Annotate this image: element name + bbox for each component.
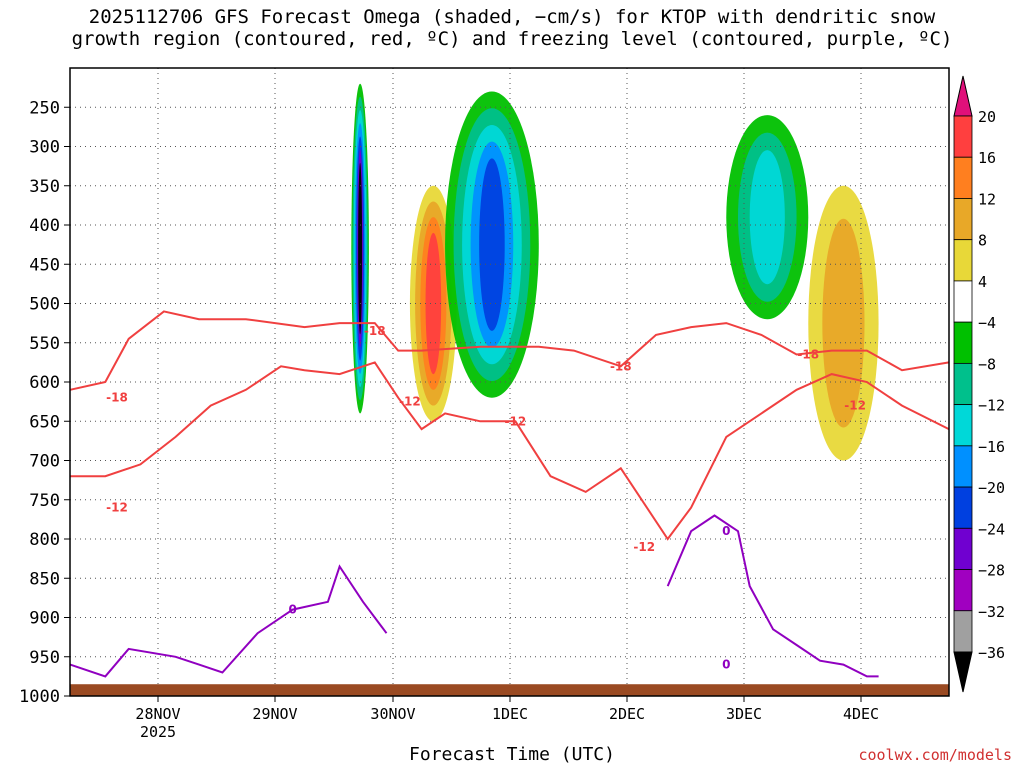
x-tick-label: 1DEC — [492, 705, 528, 723]
chart-title: 2025112706 GFS Forecast Omega (shaded, −… — [71, 6, 953, 50]
shading-layer — [425, 232, 442, 375]
y-tick-label: 450 — [29, 255, 60, 275]
y-tick-label: 550 — [29, 334, 60, 354]
shading-layer — [749, 150, 785, 285]
colorbar-segment — [953, 362, 973, 406]
y-tick-label: 850 — [29, 569, 60, 589]
colorbar-label: −12 — [978, 397, 1005, 415]
x-axis-label: Forecast Time (UTC) — [409, 744, 615, 765]
colorbar-top-arrow — [953, 75, 973, 117]
y-tick-label: 350 — [29, 177, 60, 197]
contour-label: -18 — [610, 359, 632, 373]
colorbar-segment — [953, 156, 973, 199]
y-tick-label: 500 — [29, 295, 60, 315]
contour-label: 0 — [289, 603, 297, 617]
colorbar-segment — [953, 404, 973, 447]
shading-upward-1dec — [445, 91, 539, 398]
colorbar-label: −36 — [978, 644, 1005, 662]
colorbar-label: 12 — [978, 190, 996, 208]
contour-label: 0 — [722, 524, 730, 538]
colorbar-label: −28 — [978, 562, 1005, 580]
contour--18 — [69, 310, 950, 391]
contour-label: -18 — [364, 324, 386, 338]
contour-label: -12 — [633, 540, 655, 554]
colorbar-label: 8 — [978, 232, 987, 250]
contour-label: -12 — [106, 501, 128, 515]
shading-downward-4dec — [808, 185, 879, 461]
y-tick-label: 600 — [29, 373, 60, 393]
x-tick-label: 3DEC — [726, 705, 762, 723]
x-tick-year: 2025 — [140, 723, 176, 741]
colorbar-segment — [953, 527, 973, 570]
colorbar-segment — [953, 610, 973, 653]
colorbar-segment — [953, 198, 973, 241]
colorbar-label: 16 — [978, 149, 996, 167]
colorbar-label: −24 — [978, 520, 1005, 538]
colorbar-segment — [953, 115, 973, 158]
colorbar-label: −4 — [978, 314, 996, 332]
contour-label: -12 — [505, 414, 527, 428]
shading-layer — [822, 218, 865, 428]
contour-label: -12 — [399, 395, 421, 409]
colorbar-label: −8 — [978, 355, 996, 373]
y-tick-label: 1000 — [19, 687, 60, 707]
x-tick-label: 30NOV — [370, 705, 415, 723]
contour-label: -12 — [844, 399, 866, 413]
y-tick-label: 650 — [29, 412, 60, 432]
x-tick-label: 4DEC — [843, 705, 879, 723]
ground-surface — [70, 684, 949, 696]
y-tick-label: 300 — [29, 138, 60, 158]
y-tick-label: 750 — [29, 491, 60, 511]
colorbar-label: −20 — [978, 479, 1005, 497]
contour-0 — [69, 564, 388, 678]
colorbar-label: 4 — [978, 273, 987, 291]
contour--12 — [70, 361, 950, 541]
contour-label: -18 — [797, 348, 819, 362]
y-tick-label: 250 — [29, 98, 60, 118]
colorbar-segment — [953, 321, 973, 364]
colorbar-label: −32 — [978, 603, 1005, 621]
y-tick-label: 400 — [29, 216, 60, 236]
contour-0b — [666, 514, 879, 678]
colorbar-bottom-arrow — [953, 651, 973, 693]
shading-layer — [358, 162, 363, 335]
y-tick-label: 800 — [29, 530, 60, 550]
y-tick-label: 900 — [29, 609, 60, 629]
shading-layer — [479, 158, 505, 331]
contour-label: 0 — [722, 658, 730, 672]
y-tick-label: 950 — [29, 648, 60, 668]
colorbar-segment — [953, 569, 973, 612]
shading-upward-3dec — [726, 115, 809, 320]
watermark: coolwx.com/models — [858, 746, 1012, 764]
y-tick-label: 700 — [29, 452, 60, 472]
contour-label: -18 — [106, 391, 128, 405]
x-tick-label: 28NOV — [135, 705, 180, 723]
colorbar-segment — [953, 239, 973, 282]
colorbar-label: −16 — [978, 438, 1005, 456]
shading-strong-upward-core — [351, 83, 369, 414]
colorbar-label: 20 — [978, 108, 996, 126]
colorbar-segment — [953, 280, 973, 323]
x-tick-label: 2DEC — [609, 705, 645, 723]
x-tick-label: 29NOV — [252, 705, 297, 723]
colorbar-segment — [953, 486, 973, 529]
colorbar-segment — [953, 445, 973, 488]
